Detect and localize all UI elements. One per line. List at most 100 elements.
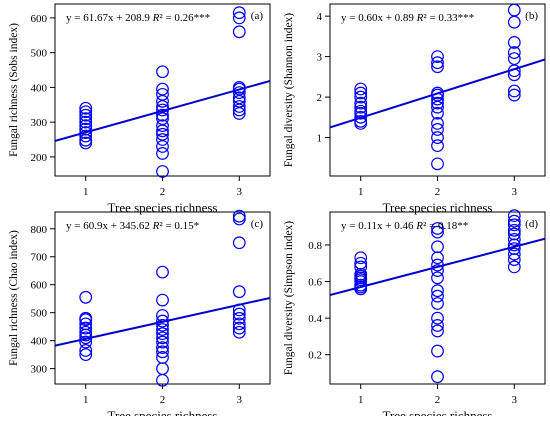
data-point [232, 91, 246, 105]
data-point [431, 264, 444, 277]
y-axis-title: Fungal richness (Sobs index) [8, 23, 20, 157]
data-point [79, 126, 93, 139]
data-point [431, 344, 444, 358]
data-point [431, 319, 444, 332]
x-tick-label: 1 [83, 394, 89, 406]
data-point [79, 311, 93, 325]
data-point [79, 112, 93, 126]
panel-label: (d) [525, 218, 538, 230]
data-point [156, 318, 169, 332]
y-tick-label: 300 [31, 364, 48, 376]
data-point [232, 6, 246, 20]
x-tick-label: 1 [83, 186, 89, 198]
data-point [507, 218, 521, 232]
data-point [431, 258, 444, 272]
data-point [232, 86, 246, 100]
data-point [156, 82, 169, 96]
data-point [507, 242, 521, 255]
data-point [354, 267, 368, 281]
data-point [354, 256, 368, 270]
x-tick-label: 3 [237, 394, 243, 406]
data-point [156, 108, 169, 122]
data-point [232, 236, 246, 250]
data-point [79, 101, 93, 115]
data-point [156, 327, 169, 341]
data-point [354, 86, 368, 100]
data-point [431, 370, 444, 384]
data-point [156, 345, 169, 359]
panel-label: (c) [251, 218, 264, 230]
y-tick-label: 600 [31, 13, 48, 25]
data-point [79, 317, 93, 331]
x-axis-title: Tree species richness [108, 408, 218, 416]
data-point [507, 84, 521, 98]
data-point [431, 139, 444, 153]
x-axis-title: Tree species richness [383, 408, 493, 416]
y-tick-label: 0.2 [308, 350, 322, 362]
data-point [79, 335, 93, 349]
data-point [156, 323, 169, 336]
y-tick-label: 4 [317, 11, 323, 23]
data-point [232, 80, 246, 94]
data-point [156, 133, 169, 146]
data-point [79, 119, 93, 133]
data-point [232, 212, 246, 226]
data-point [431, 50, 444, 64]
data-point [431, 116, 444, 130]
data-point [156, 362, 169, 376]
regression-equation: y = 0.11x + 0.46 R² = 0.18** [341, 220, 468, 232]
y-tick-label: 1 [317, 133, 323, 145]
data-point [431, 222, 444, 235]
y-tick-label: 800 [31, 224, 48, 236]
x-tick-label: 1 [358, 394, 364, 406]
data-point [507, 36, 521, 49]
x-tick-label: 2 [435, 394, 441, 406]
data-point [156, 351, 169, 364]
data-point [156, 341, 169, 355]
data-point [156, 331, 169, 345]
y-tick-label: 3 [317, 52, 323, 64]
data-point [507, 68, 521, 82]
data-point [156, 87, 169, 101]
data-point [507, 247, 521, 261]
data-point [232, 307, 246, 321]
data-point [156, 127, 169, 141]
panel-a: 1 2 3 200 300 400 500 600 Tree species richness F… [8, 3, 271, 215]
y-tick-label: 400 [31, 82, 48, 94]
data-point [354, 114, 368, 128]
x-tick-label: 3 [237, 186, 243, 198]
y-axis-title: Fungal diversity (Simpson index) [283, 221, 295, 375]
data-point [507, 238, 521, 252]
data-point [354, 104, 368, 118]
data-point [507, 52, 521, 66]
data-point [232, 321, 246, 335]
data-point [507, 209, 521, 223]
data-point [431, 60, 444, 74]
data-point [79, 331, 93, 345]
regression-equation: y = 60.9x + 345.62 R² = 0.15* [66, 220, 199, 232]
data-point [79, 108, 93, 122]
data-point [156, 103, 169, 117]
data-point [232, 25, 246, 39]
data-point [354, 110, 368, 124]
y-tick-label: 0.6 [308, 277, 322, 289]
data-point [79, 321, 93, 335]
data-point [431, 92, 444, 106]
data-point [354, 100, 368, 114]
data-point [156, 314, 169, 328]
data-point [232, 11, 246, 25]
data-point [431, 324, 444, 338]
data-point [507, 227, 521, 241]
y-tick-label: 500 [31, 48, 48, 60]
data-point [507, 233, 521, 246]
data-point [431, 123, 444, 136]
data-point [431, 251, 444, 265]
x-tick-label: 1 [358, 186, 364, 198]
y-axis-title: Fungal diversity (Shannon index) [283, 13, 295, 167]
y-tick-label: 400 [31, 336, 48, 348]
data-point [79, 105, 93, 119]
data-point [507, 214, 521, 228]
data-point [156, 293, 169, 307]
